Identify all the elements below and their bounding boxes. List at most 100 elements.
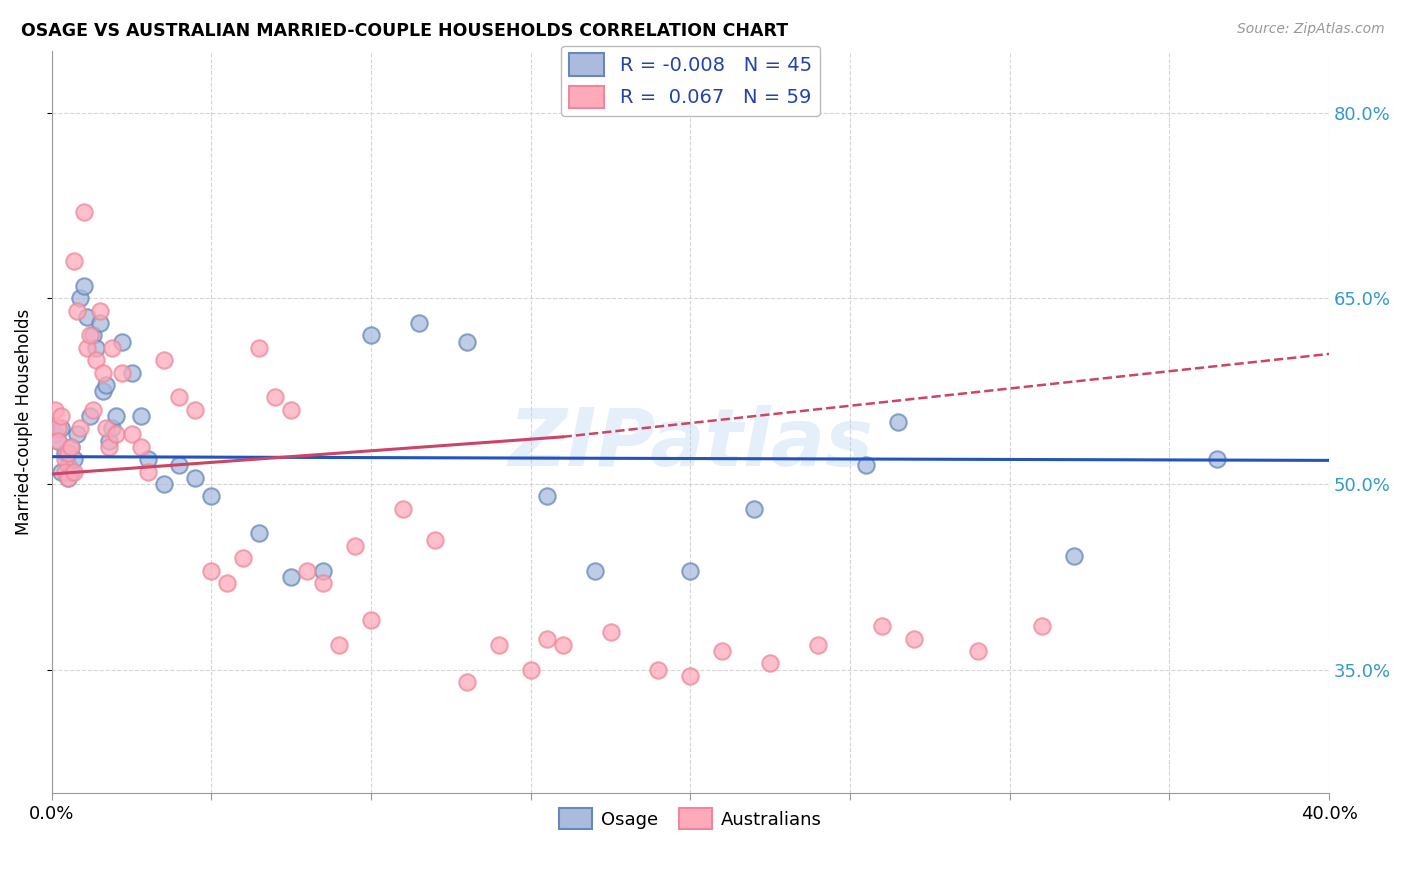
Point bbox=[51, 465, 73, 479]
Point bbox=[679, 669, 702, 683]
Point bbox=[91, 384, 114, 398]
Point bbox=[69, 421, 91, 435]
Point bbox=[111, 334, 134, 349]
Point bbox=[79, 328, 101, 343]
Point bbox=[51, 409, 73, 423]
Point bbox=[82, 328, 104, 343]
Point bbox=[89, 303, 111, 318]
Point bbox=[73, 278, 96, 293]
Point bbox=[76, 310, 98, 324]
Point bbox=[63, 465, 86, 479]
Point bbox=[136, 465, 159, 479]
Point bbox=[903, 632, 925, 646]
Point bbox=[94, 377, 117, 392]
Point bbox=[82, 402, 104, 417]
Text: Source: ZipAtlas.com: Source: ZipAtlas.com bbox=[1237, 22, 1385, 37]
Point bbox=[742, 501, 765, 516]
Point bbox=[101, 341, 124, 355]
Point bbox=[129, 409, 152, 423]
Text: ZIPatlas: ZIPatlas bbox=[508, 405, 873, 483]
Point bbox=[53, 465, 76, 479]
Point bbox=[328, 638, 350, 652]
Point bbox=[280, 402, 302, 417]
Point bbox=[200, 564, 222, 578]
Point bbox=[966, 644, 988, 658]
Point bbox=[152, 353, 174, 368]
Point bbox=[184, 471, 207, 485]
Legend: Osage, Australians: Osage, Australians bbox=[551, 801, 830, 837]
Point bbox=[536, 632, 558, 646]
Point bbox=[89, 316, 111, 330]
Point bbox=[408, 316, 430, 330]
Point bbox=[51, 421, 73, 435]
Point bbox=[66, 303, 89, 318]
Point bbox=[56, 446, 79, 460]
Point bbox=[887, 415, 910, 429]
Point bbox=[59, 465, 82, 479]
Point bbox=[423, 533, 446, 547]
Point bbox=[519, 663, 541, 677]
Point bbox=[104, 427, 127, 442]
Point bbox=[121, 427, 143, 442]
Point bbox=[111, 366, 134, 380]
Point bbox=[456, 675, 478, 690]
Point bbox=[488, 638, 510, 652]
Point bbox=[98, 434, 121, 448]
Text: OSAGE VS AUSTRALIAN MARRIED-COUPLE HOUSEHOLDS CORRELATION CHART: OSAGE VS AUSTRALIAN MARRIED-COUPLE HOUSE… bbox=[21, 22, 789, 40]
Point bbox=[583, 564, 606, 578]
Point bbox=[344, 539, 367, 553]
Point bbox=[152, 476, 174, 491]
Point bbox=[121, 366, 143, 380]
Point bbox=[73, 204, 96, 219]
Point bbox=[94, 421, 117, 435]
Point bbox=[360, 613, 382, 627]
Point bbox=[59, 440, 82, 454]
Point bbox=[184, 402, 207, 417]
Point bbox=[200, 489, 222, 503]
Point bbox=[312, 576, 335, 591]
Point bbox=[63, 254, 86, 268]
Y-axis label: Married-couple Households: Married-couple Households bbox=[15, 309, 32, 535]
Point bbox=[63, 452, 86, 467]
Point bbox=[870, 619, 893, 633]
Point bbox=[86, 341, 108, 355]
Point bbox=[1031, 619, 1053, 633]
Point bbox=[69, 291, 91, 305]
Point bbox=[59, 440, 82, 454]
Point bbox=[46, 434, 69, 448]
Point bbox=[247, 526, 270, 541]
Point bbox=[807, 638, 830, 652]
Point bbox=[136, 452, 159, 467]
Point bbox=[217, 576, 239, 591]
Point bbox=[280, 570, 302, 584]
Point bbox=[44, 402, 66, 417]
Point bbox=[711, 644, 734, 658]
Point bbox=[44, 427, 66, 442]
Point bbox=[1206, 452, 1229, 467]
Point bbox=[86, 353, 108, 368]
Point bbox=[456, 334, 478, 349]
Point bbox=[360, 328, 382, 343]
Point bbox=[56, 471, 79, 485]
Point bbox=[79, 409, 101, 423]
Point bbox=[855, 458, 877, 473]
Point bbox=[101, 421, 124, 435]
Point bbox=[56, 458, 79, 473]
Point bbox=[247, 341, 270, 355]
Point bbox=[169, 458, 191, 473]
Point bbox=[392, 501, 415, 516]
Point bbox=[536, 489, 558, 503]
Point bbox=[98, 440, 121, 454]
Point bbox=[312, 564, 335, 578]
Point bbox=[53, 452, 76, 467]
Point bbox=[46, 421, 69, 435]
Point bbox=[679, 564, 702, 578]
Point bbox=[295, 564, 318, 578]
Point bbox=[46, 434, 69, 448]
Point bbox=[129, 440, 152, 454]
Point bbox=[232, 551, 254, 566]
Point bbox=[53, 446, 76, 460]
Point bbox=[91, 366, 114, 380]
Point bbox=[66, 427, 89, 442]
Point bbox=[647, 663, 669, 677]
